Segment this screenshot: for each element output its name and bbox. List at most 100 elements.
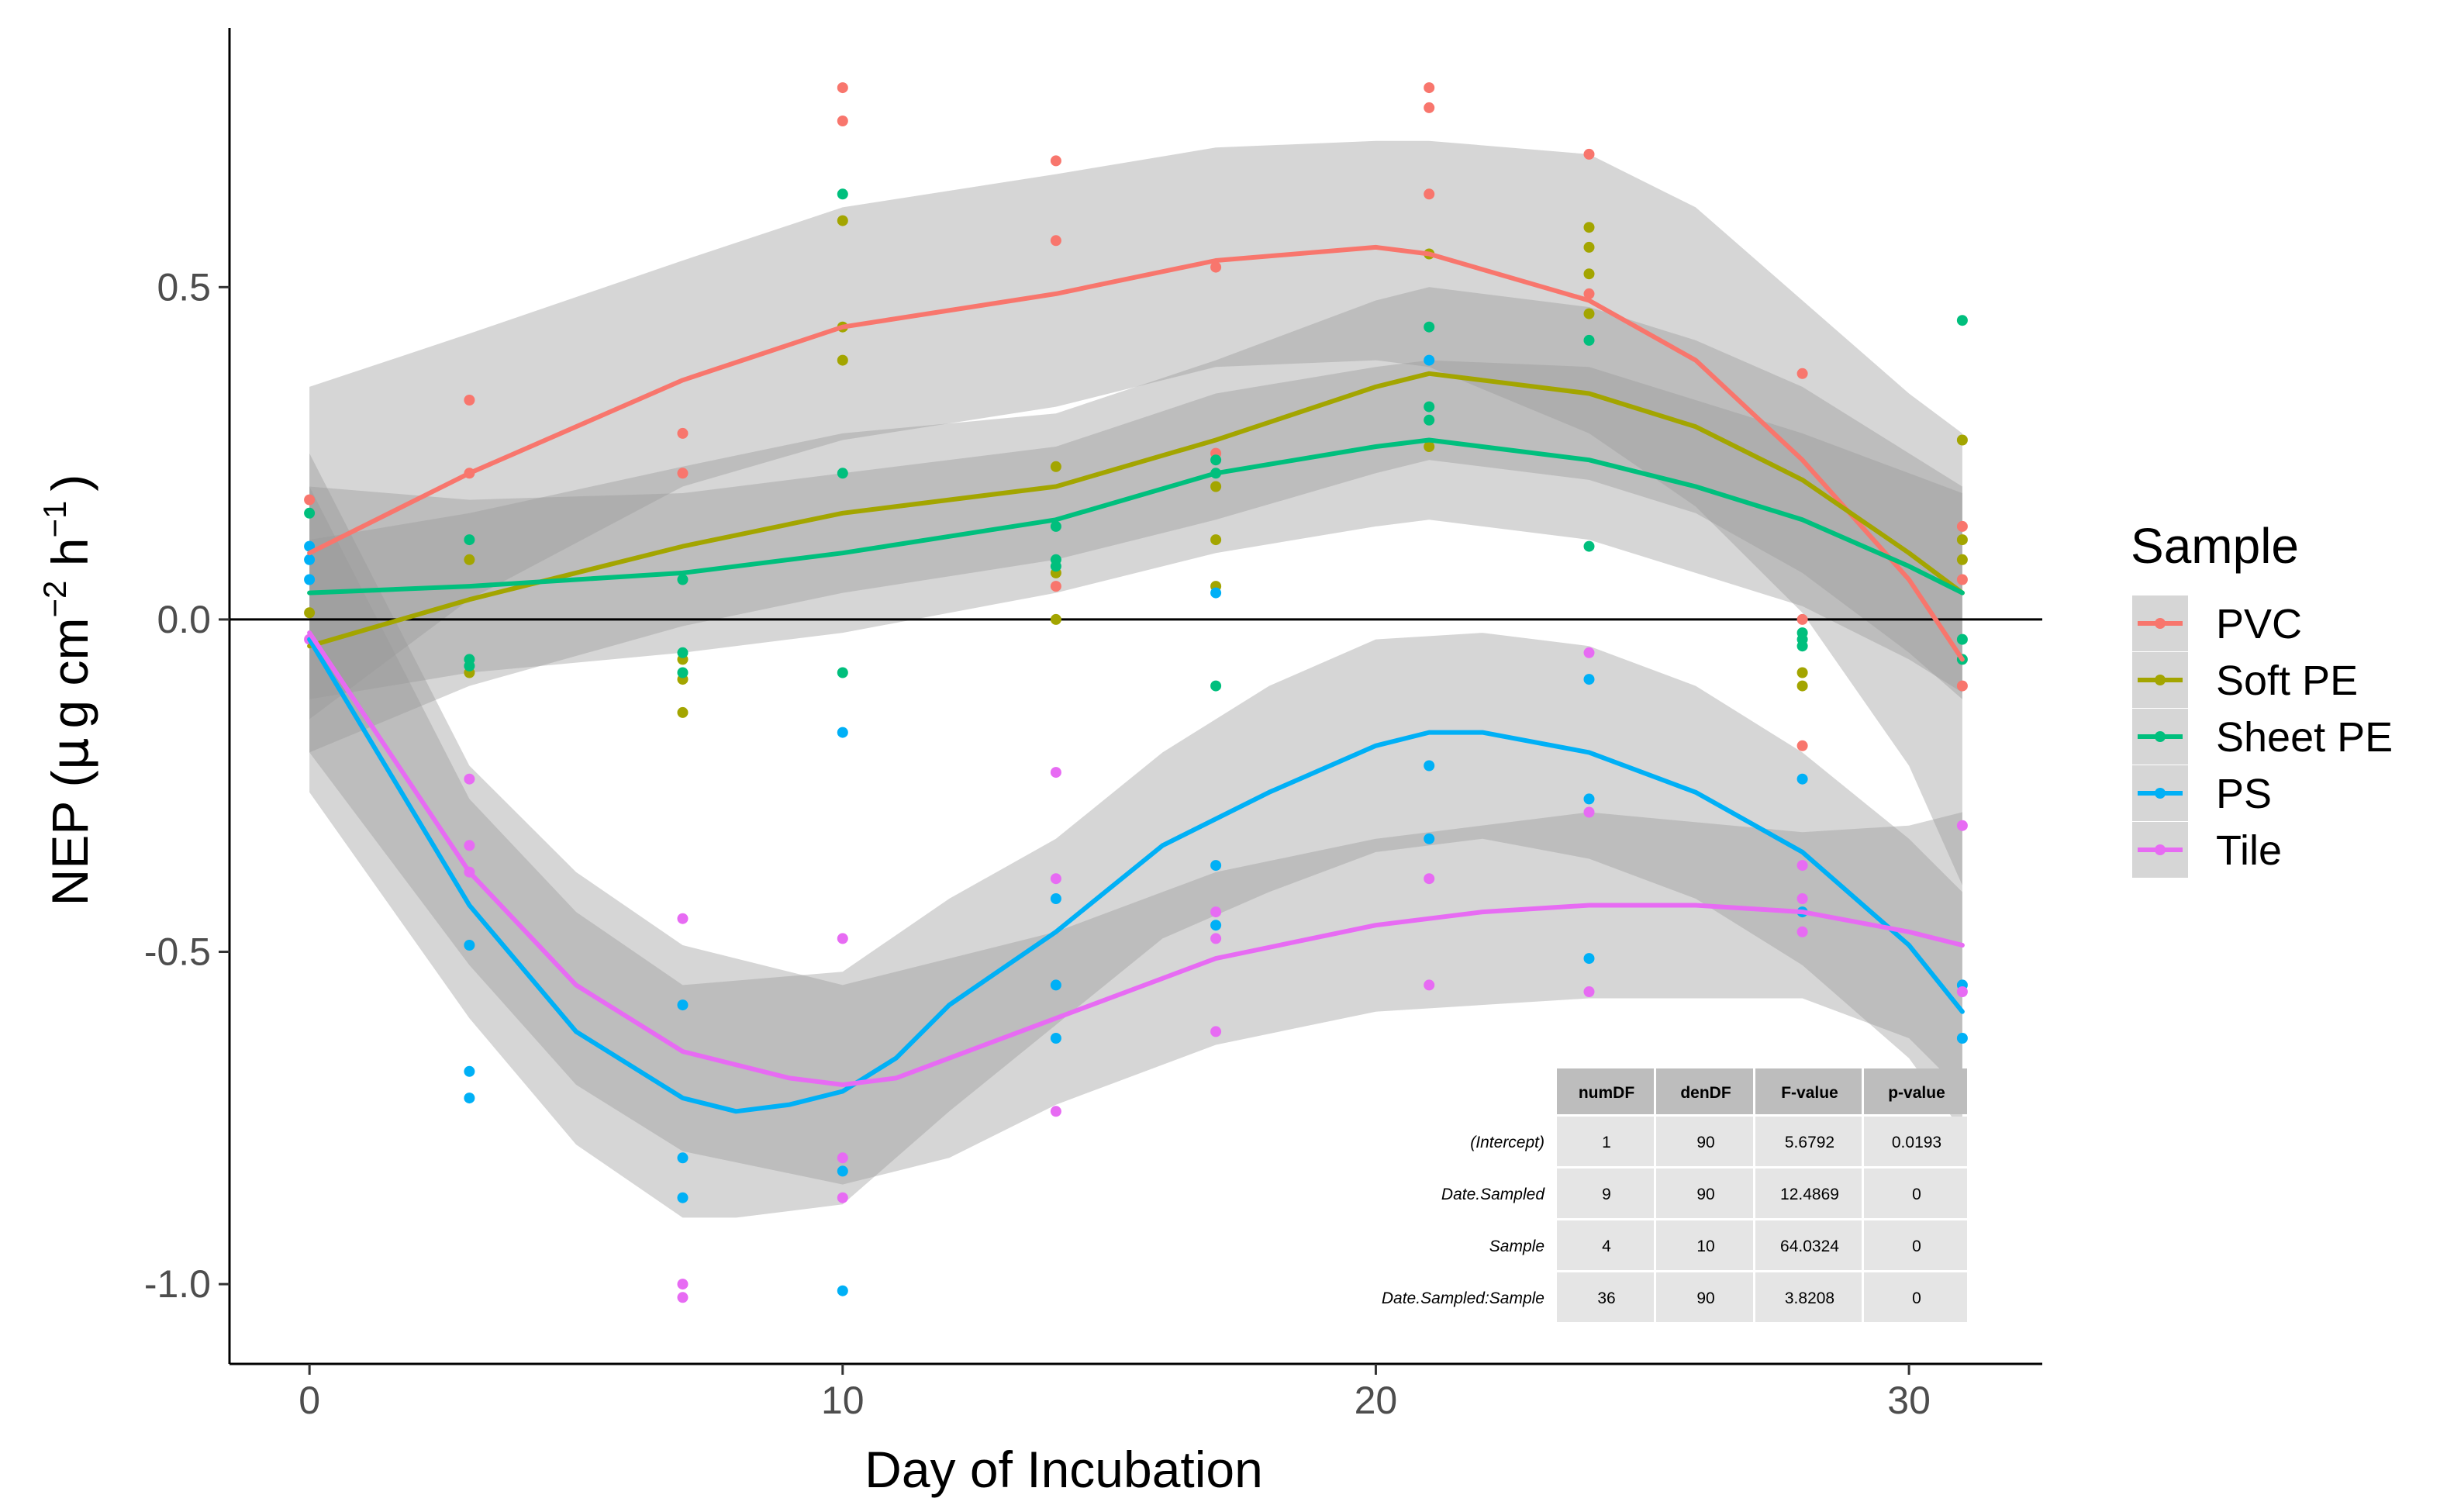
legend-item-sheet-pe: Sheet PE	[2132, 709, 2393, 765]
point-tile-21	[1796, 860, 1808, 872]
point-pvc-16	[1583, 288, 1595, 299]
point-tile-18	[1583, 647, 1595, 658]
point-ps-19	[1424, 760, 1435, 772]
point-ps-4	[464, 1065, 475, 1077]
point-tile-15	[1210, 1026, 1222, 1037]
point-ps-10	[837, 1165, 848, 1177]
legend-item-tile: Tile	[2132, 822, 2282, 878]
point-tile-25	[1956, 986, 1968, 997]
y-axis-title-suffix: )	[41, 475, 98, 492]
y-axis-title-h: h	[41, 538, 98, 581]
point-soft-pe-8	[837, 354, 848, 366]
table-cell: 12.4869	[1780, 1186, 1839, 1203]
smooth-lines	[307, 244, 1965, 1114]
point-ps-23	[1583, 953, 1595, 965]
x-tick-label: 10	[821, 1379, 865, 1422]
legend-dot-pvc	[2155, 618, 2166, 629]
table-header-label: p-value	[1888, 1084, 1945, 1102]
point-tile-9	[837, 1192, 848, 1203]
point-sheet-pe-23	[1796, 640, 1808, 652]
table-cell-bg	[1864, 1272, 1967, 1322]
table-cell-bg	[1656, 1272, 1753, 1322]
point-soft-pe-16	[1424, 441, 1435, 452]
point-pvc-4	[677, 468, 689, 479]
point-tile-24	[1956, 820, 1968, 831]
point-soft-pe-22	[1796, 680, 1808, 692]
table-cell: 90	[1696, 1289, 1714, 1307]
table-header-cell	[1755, 1068, 1862, 1114]
y-axis-title-prefix: NEP (	[41, 770, 98, 906]
table-header-cell	[1656, 1068, 1753, 1114]
point-pvc-3	[677, 427, 689, 439]
y-axis-title-exp1: −2	[36, 581, 73, 618]
point-tile-11	[1050, 873, 1061, 885]
table-cell-bg	[1557, 1220, 1654, 1270]
legend-item-pvc: PVC	[2132, 595, 2302, 651]
y-axis-title-exp2: −1	[36, 501, 73, 538]
point-soft-pe-11	[1050, 613, 1061, 625]
point-soft-pe-19	[1583, 268, 1595, 280]
table-header-label: numDF	[1579, 1084, 1634, 1102]
point-ps-20	[1424, 833, 1435, 844]
smooth-line-ps	[307, 637, 1965, 1114]
point-pvc-5	[837, 82, 848, 94]
table-cell: 64.0324	[1780, 1238, 1839, 1255]
point-tile-10	[1050, 767, 1061, 778]
point-ps-7	[677, 1152, 689, 1164]
table-cell-bg	[1557, 1117, 1654, 1166]
legend-dot-sheet-pe	[2155, 731, 2166, 742]
point-pvc-14	[1424, 188, 1435, 200]
table-row: 9 90 12.4869 0 Date.Sampled	[1441, 1169, 1967, 1218]
point-pvc-18	[1796, 613, 1808, 625]
legend-label-soft-pe: Soft PE	[2216, 658, 2358, 704]
point-ps-3	[464, 940, 475, 951]
point-ps-21	[1583, 674, 1595, 685]
point-sheet-pe-4	[677, 574, 689, 585]
table-cell-bg	[1755, 1117, 1862, 1166]
table-cell-bg	[1656, 1169, 1753, 1218]
point-pvc-17	[1796, 368, 1808, 379]
point-tile-23	[1796, 926, 1808, 937]
point-soft-pe-20	[1583, 308, 1595, 319]
y-tick-label: 0.5	[157, 265, 211, 309]
point-sheet-pe-25	[1956, 633, 1968, 645]
smooth-line-sheet-pe	[307, 437, 1965, 595]
legend: Sample PVC Soft PE Sheet PE PS Tile	[2131, 518, 2393, 878]
table-cell-bg	[1656, 1220, 1753, 1270]
point-tile-4	[677, 913, 689, 924]
point-tile-6	[677, 1292, 689, 1303]
legend-item-ps: PS	[2132, 765, 2272, 821]
table-cell: 90	[1696, 1134, 1714, 1151]
x-tick-label: 20	[1355, 1379, 1398, 1422]
table-cell: 0	[1912, 1289, 1921, 1307]
table-row-label: Sample	[1489, 1238, 1544, 1255]
table-cell: 5.6792	[1785, 1134, 1834, 1151]
point-ps-8	[677, 1192, 689, 1203]
point-ps-13	[1050, 979, 1061, 991]
point-pvc-21	[1956, 574, 1968, 585]
point-pvc-0	[304, 494, 316, 506]
table-row: 36 90 3.8208 0 Date.Sampled:Sample	[1382, 1272, 1967, 1322]
point-tile-17	[1424, 979, 1435, 991]
axes	[228, 28, 2042, 1365]
legend-dot-soft-pe	[2155, 675, 2166, 685]
legend-title: Sample	[2131, 518, 2299, 574]
y-axis-title-mu: μ	[40, 738, 100, 771]
point-ps-18	[1424, 354, 1435, 366]
point-sheet-pe-10	[1050, 520, 1061, 532]
table-cell-bg	[1755, 1272, 1862, 1322]
point-pvc-1	[464, 395, 475, 406]
point-ps-14	[1050, 1033, 1061, 1044]
point-tile-20	[1583, 986, 1595, 997]
point-sheet-pe-9	[837, 667, 848, 678]
legend-dot-tile	[2155, 844, 2166, 855]
point-ps-1	[304, 554, 316, 565]
table-cell-bg	[1755, 1169, 1862, 1218]
band-pvc	[309, 140, 1962, 885]
table-cell: 9	[1602, 1186, 1611, 1203]
point-ps-6	[677, 999, 689, 1011]
y-tick-label: 0.0	[157, 598, 211, 641]
band-ps	[309, 486, 1962, 1218]
point-ps-5	[464, 1093, 475, 1104]
